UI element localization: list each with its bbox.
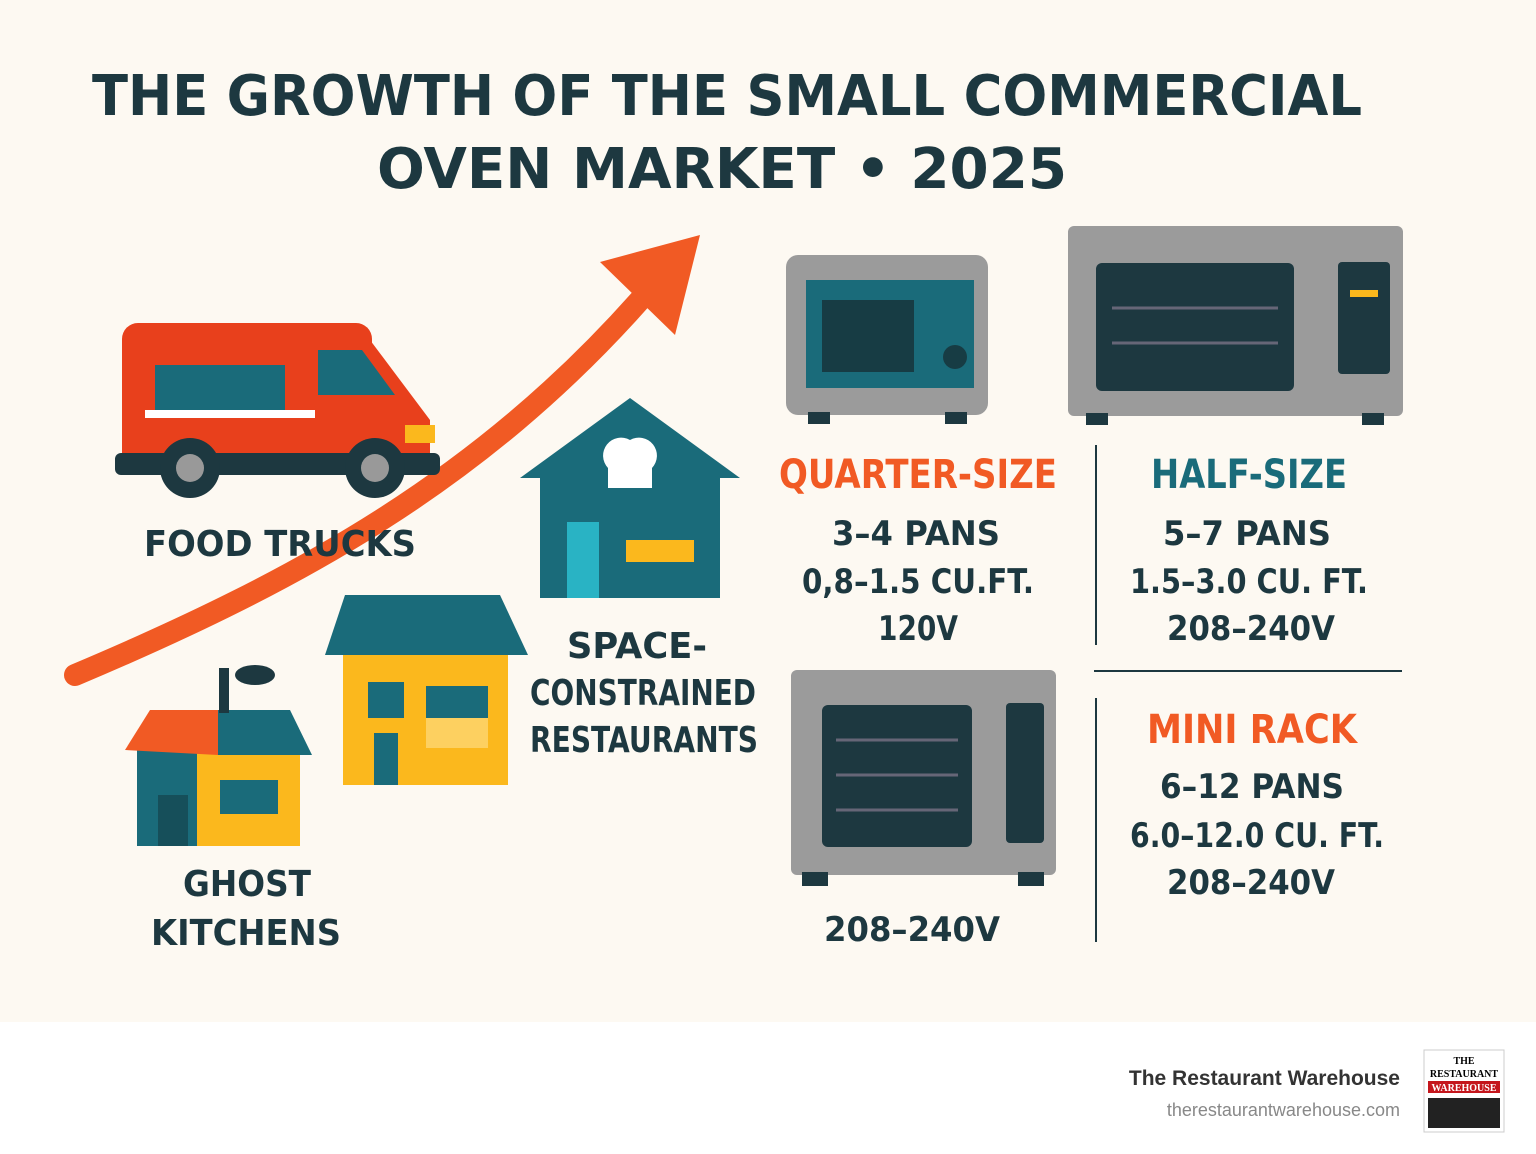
segment-label: RESTAURANTS xyxy=(530,720,758,761)
quarter-oven-icon xyxy=(786,255,988,424)
growth-arrow xyxy=(64,289,651,686)
segment-label: GHOST xyxy=(183,864,311,905)
oven-spec: 208–240V xyxy=(1167,609,1336,649)
oven-spec: 6.0–12.0 CU. FT. xyxy=(1130,816,1384,856)
title-line: OVEN MARKET • 2025 xyxy=(377,137,1067,202)
restaurant-house-icon xyxy=(520,398,740,598)
food-truck-icon xyxy=(115,323,440,498)
mini-rack-oven-icon xyxy=(791,670,1056,886)
oven-spec: 5–7 PANS xyxy=(1163,514,1331,554)
footer-band xyxy=(0,1022,1536,1154)
oven-name: QUARTER-SIZE xyxy=(779,452,1057,498)
oven-name: HALF-SIZE xyxy=(1151,452,1347,498)
segment-label: SPACE- xyxy=(567,626,707,667)
footer-url: therestaurantwarehouse.com xyxy=(1167,1100,1400,1120)
logo-text: RESTAURANT xyxy=(1430,1069,1498,1080)
title-line: THE GROWTH OF THE SMALL COMMERCIAL xyxy=(92,64,1362,129)
half-oven-icon xyxy=(1068,226,1403,425)
segment-label: FOOD TRUCKS xyxy=(144,524,416,565)
background xyxy=(0,0,1536,1022)
segment-label: CONSTRAINED xyxy=(530,673,756,714)
oven-spec: 1.5–3.0 CU. FT. xyxy=(1130,562,1368,602)
logo: THE RESTAURANT WAREHOUSE xyxy=(1423,1049,1505,1133)
logo-text: WAREHOUSE xyxy=(1431,1083,1496,1094)
oven-name: MINI RACK xyxy=(1147,707,1359,753)
logo-text: THE xyxy=(1453,1056,1474,1067)
oven-caption: 208–240V xyxy=(824,910,1001,950)
oven-spec: 3–4 PANS xyxy=(832,514,1000,554)
footer-brand: The Restaurant Warehouse xyxy=(1129,1067,1400,1090)
ghost-kitchen-icon xyxy=(125,665,312,846)
small-house-icon xyxy=(325,595,528,785)
oven-spec: 6–12 PANS xyxy=(1160,767,1344,807)
oven-spec: 0,8–1.5 CU.FT. xyxy=(802,562,1034,602)
segment-label: KITCHENS xyxy=(151,913,341,954)
oven-spec: 208–240V xyxy=(1167,863,1336,903)
oven-spec: 120V xyxy=(878,609,959,649)
arrow-head xyxy=(600,235,700,335)
